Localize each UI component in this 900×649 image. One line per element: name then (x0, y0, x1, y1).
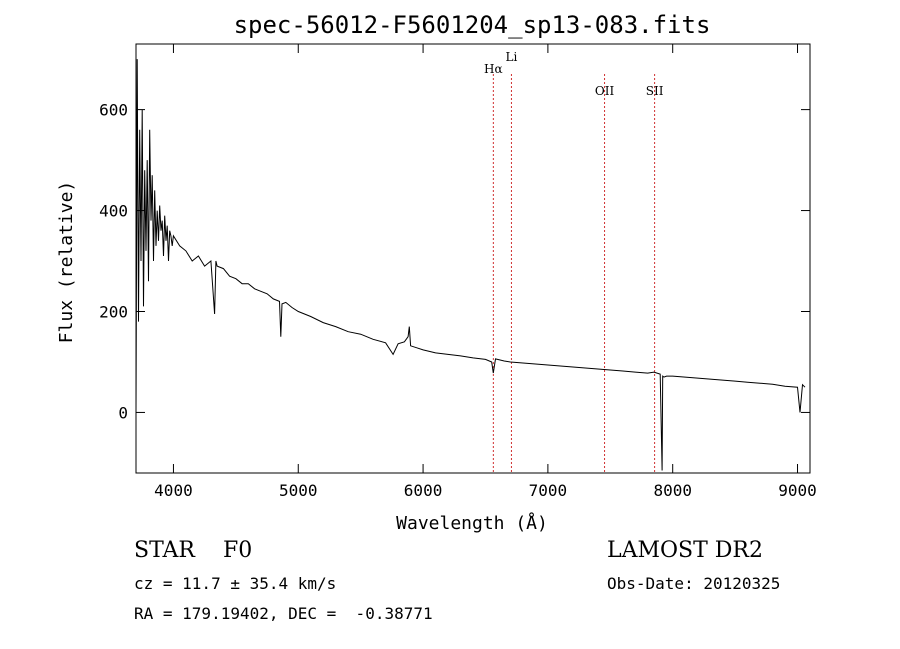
chart-title: spec-56012-F5601204_sp13-083.fits (234, 11, 711, 39)
marker-label: OII (595, 84, 615, 98)
x-tick-label: 7000 (529, 481, 568, 500)
object-subclass: F0 (222, 538, 253, 563)
x-tick-label: 8000 (653, 481, 692, 500)
y-tick-label: 200 (99, 302, 128, 321)
x-tick-label: 4000 (154, 481, 193, 500)
y-axis-label: Flux (relative) (56, 181, 77, 344)
marker-label: SII (646, 84, 664, 98)
spectrum-line (135, 59, 806, 471)
y-tick-label: 0 (118, 403, 128, 422)
x-tick-label: 6000 (404, 481, 443, 500)
coordinates: RA = 179.19402, DEC = -0.38771 (134, 604, 433, 623)
x-axis-label: Wavelength (Å) (396, 512, 548, 534)
survey-name: LAMOST DR2 (607, 538, 763, 563)
plot-frame (135, 43, 811, 474)
y-tick-label: 400 (99, 202, 128, 221)
x-tick-label: 5000 (279, 481, 318, 500)
x-tick-label: 9000 (778, 481, 817, 500)
marker-label: Hα (484, 62, 503, 76)
redshift-velocity: cz = 11.7 ± 35.4 km/s (134, 574, 337, 593)
object-type: STAR (134, 538, 195, 563)
observation-date: Obs-Date: 20120325 (607, 574, 781, 593)
axis-ticks: 4000 5000 6000 7000 8000 9000 0 200 400 600 (99, 44, 817, 500)
y-tick-label: 600 (99, 101, 128, 120)
marker-label: Li (506, 50, 518, 64)
object-classification: STAR F0 (134, 538, 252, 563)
